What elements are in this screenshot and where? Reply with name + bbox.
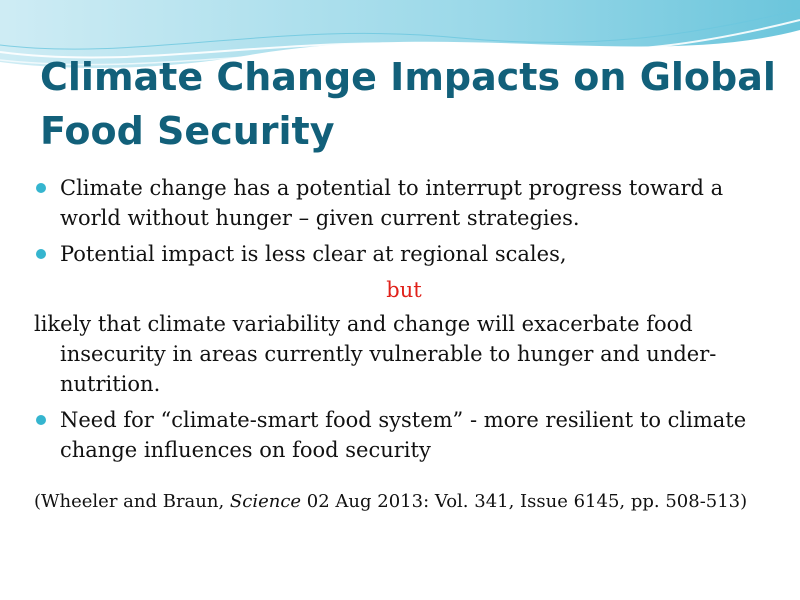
slide-body: Climate change has a potential to interr… (34, 173, 774, 533)
citation: (Wheeler and Braun, Science 02 Aug 2013:… (34, 489, 774, 515)
citation-suffix: 02 Aug 2013: Vol. 341, Issue 6145, pp. 5… (301, 491, 748, 512)
decorative-wave-banner (0, 0, 800, 68)
bullet-item: Climate change has a potential to interr… (34, 173, 774, 233)
bullet-text: Need for “climate-smart food system” - m… (60, 408, 747, 462)
continuation-text: likely that climate variability and chan… (34, 312, 717, 396)
bullet-dot-icon (36, 415, 46, 425)
bullet-item: Need for “climate-smart food system” - m… (34, 405, 774, 465)
bullet-text: Climate change has a potential to interr… (60, 176, 724, 230)
bullet-dot-icon (36, 249, 46, 259)
connector-word: but (386, 278, 422, 302)
bullet-dot-icon (36, 183, 46, 193)
citation-prefix: (Wheeler and Braun, (34, 491, 230, 512)
bullet-text: Potential impact is less clear at region… (60, 242, 567, 266)
slide-title: Climate Change Impacts on Global Food Se… (40, 55, 776, 153)
bullet-item: Potential impact is less clear at region… (34, 239, 774, 269)
citation-journal: Science (229, 491, 302, 512)
